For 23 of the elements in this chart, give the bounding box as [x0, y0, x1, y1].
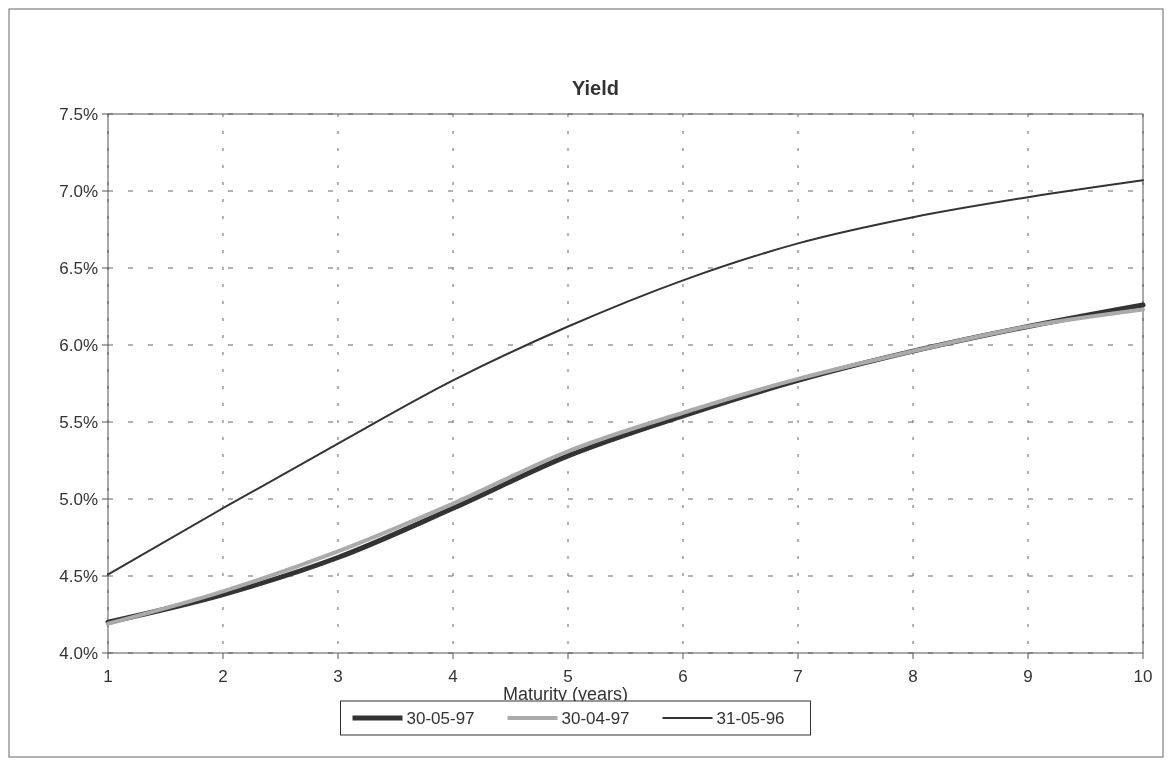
x-tick-label: 10 [1133, 667, 1153, 686]
y-tick-label: 5.0% [59, 490, 98, 509]
chart-title: Yield [571, 77, 620, 99]
x-tick-label: 1 [103, 667, 113, 686]
x-tick-label: 9 [1023, 667, 1033, 686]
x-tick-label: 2 [218, 667, 228, 686]
x-tick-label: 3 [333, 667, 343, 686]
y-tick-label: 7.0% [59, 182, 98, 201]
legend-label: 31-05-96 [716, 709, 785, 728]
x-tick-label: 7 [793, 667, 803, 686]
y-tick-label: 6.0% [59, 336, 98, 355]
legend-label: 30-04-97 [561, 709, 630, 728]
y-tick-label: 4.5% [59, 567, 98, 586]
y-tick-label: 6.5% [59, 259, 98, 278]
y-tick-label: 4.0% [59, 644, 98, 663]
y-tick-label: 5.5% [59, 413, 98, 432]
line-series [107, 179, 1144, 576]
x-tick-label: 4 [448, 667, 458, 686]
legend-label: 30-05-97 [406, 709, 475, 728]
x-tick-label: 8 [908, 667, 918, 686]
x-tick-label: 5 [563, 667, 573, 686]
y-tick-label: 7.5% [59, 105, 98, 124]
x-tick-label: 6 [678, 667, 688, 686]
